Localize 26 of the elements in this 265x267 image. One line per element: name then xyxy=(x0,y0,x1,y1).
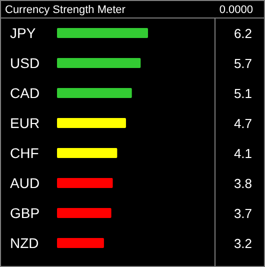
y-tick-label: CHF xyxy=(10,145,39,161)
bar xyxy=(57,178,113,188)
data-label: 3.2 xyxy=(234,236,252,251)
data-label: 5.7 xyxy=(234,56,252,71)
bar xyxy=(57,58,141,68)
y-tick-label: CAD xyxy=(10,85,40,101)
data-label: 4.7 xyxy=(234,116,252,131)
data-label: 5.1 xyxy=(234,86,252,101)
data-label: 6.2 xyxy=(234,26,252,41)
text: 0.0000 xyxy=(219,4,253,16)
bar xyxy=(57,238,104,248)
y-tick-label: NZD xyxy=(10,235,39,251)
bar xyxy=(57,208,112,218)
y-tick-label: JPY xyxy=(10,25,36,41)
y-tick-label: EUR xyxy=(10,115,40,131)
y-tick-label: GBP xyxy=(10,205,40,221)
bar xyxy=(57,28,148,38)
y-tick-label: AUD xyxy=(10,175,40,191)
bar xyxy=(57,148,118,158)
bar xyxy=(57,88,132,98)
chart-title: Currency Strength Meter xyxy=(5,4,126,16)
bar xyxy=(57,118,126,128)
data-label: 4.1 xyxy=(234,146,252,161)
data-label: 3.8 xyxy=(234,176,252,191)
data-label: 3.7 xyxy=(234,206,252,221)
y-tick-label: USD xyxy=(10,55,40,71)
